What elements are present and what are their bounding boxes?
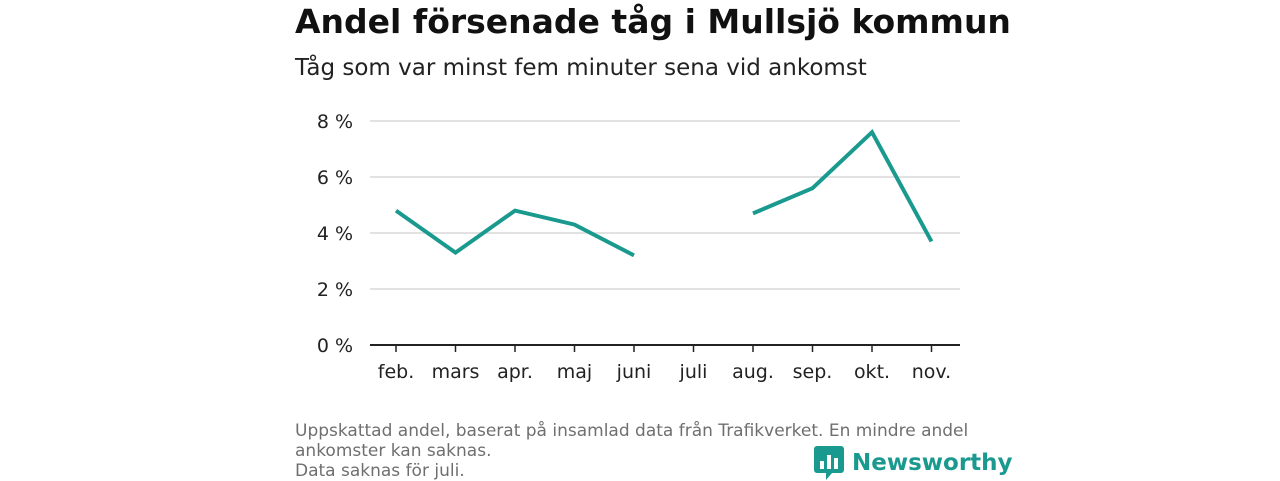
- x-tick-label: nov.: [912, 361, 951, 383]
- brand-name: Newsworthy: [852, 450, 1013, 476]
- x-tick-label: juni: [616, 361, 652, 383]
- gridlines: [370, 120, 960, 290]
- series-line: [394, 208, 635, 258]
- footnote-line-1: Uppskattad andel, baserat på insamlad da…: [295, 421, 969, 441]
- chart-subtitle: Tåg som var minst fem minuter sena vid a…: [295, 55, 867, 81]
- x-tick-label: feb.: [378, 361, 414, 383]
- x-tick-label: mars: [432, 361, 480, 383]
- series-lines: [394, 128, 934, 258]
- x-axis-tick-labels: feb. mars apr. maj juni juli aug. sep. okt. nov.: [378, 361, 951, 383]
- y-tick-label: 6 %: [317, 167, 353, 189]
- x-axis: [370, 344, 960, 352]
- footnote-line-2: ankomster kan saknas.: [295, 441, 492, 461]
- y-tick-label: 0 %: [317, 335, 353, 357]
- series-line: [752, 128, 934, 243]
- x-tick-label: juli: [679, 361, 708, 383]
- footnote-line-3: Data saknas för juli.: [295, 461, 465, 481]
- footnote: Uppskattad andel, baserat på insamlad da…: [295, 421, 985, 481]
- chart-title: Andel försenade tåg i Mullsjö kommun: [295, 2, 1011, 41]
- x-tick-label: apr.: [497, 361, 533, 383]
- x-tick-label: okt.: [854, 361, 890, 383]
- y-tick-label: 2 %: [317, 279, 353, 301]
- x-tick-label: maj: [557, 361, 592, 383]
- x-tick-label: aug.: [732, 361, 774, 383]
- x-tick-label: sep.: [793, 361, 833, 383]
- y-tick-label: 4 %: [317, 223, 353, 245]
- brand-logo: Newsworthy: [814, 446, 1013, 480]
- y-axis-tick-labels: 0 % 2 % 4 % 6 % 8 %: [317, 111, 353, 357]
- y-tick-label: 8 %: [317, 111, 353, 133]
- newsworthy-logo-icon: [814, 446, 844, 480]
